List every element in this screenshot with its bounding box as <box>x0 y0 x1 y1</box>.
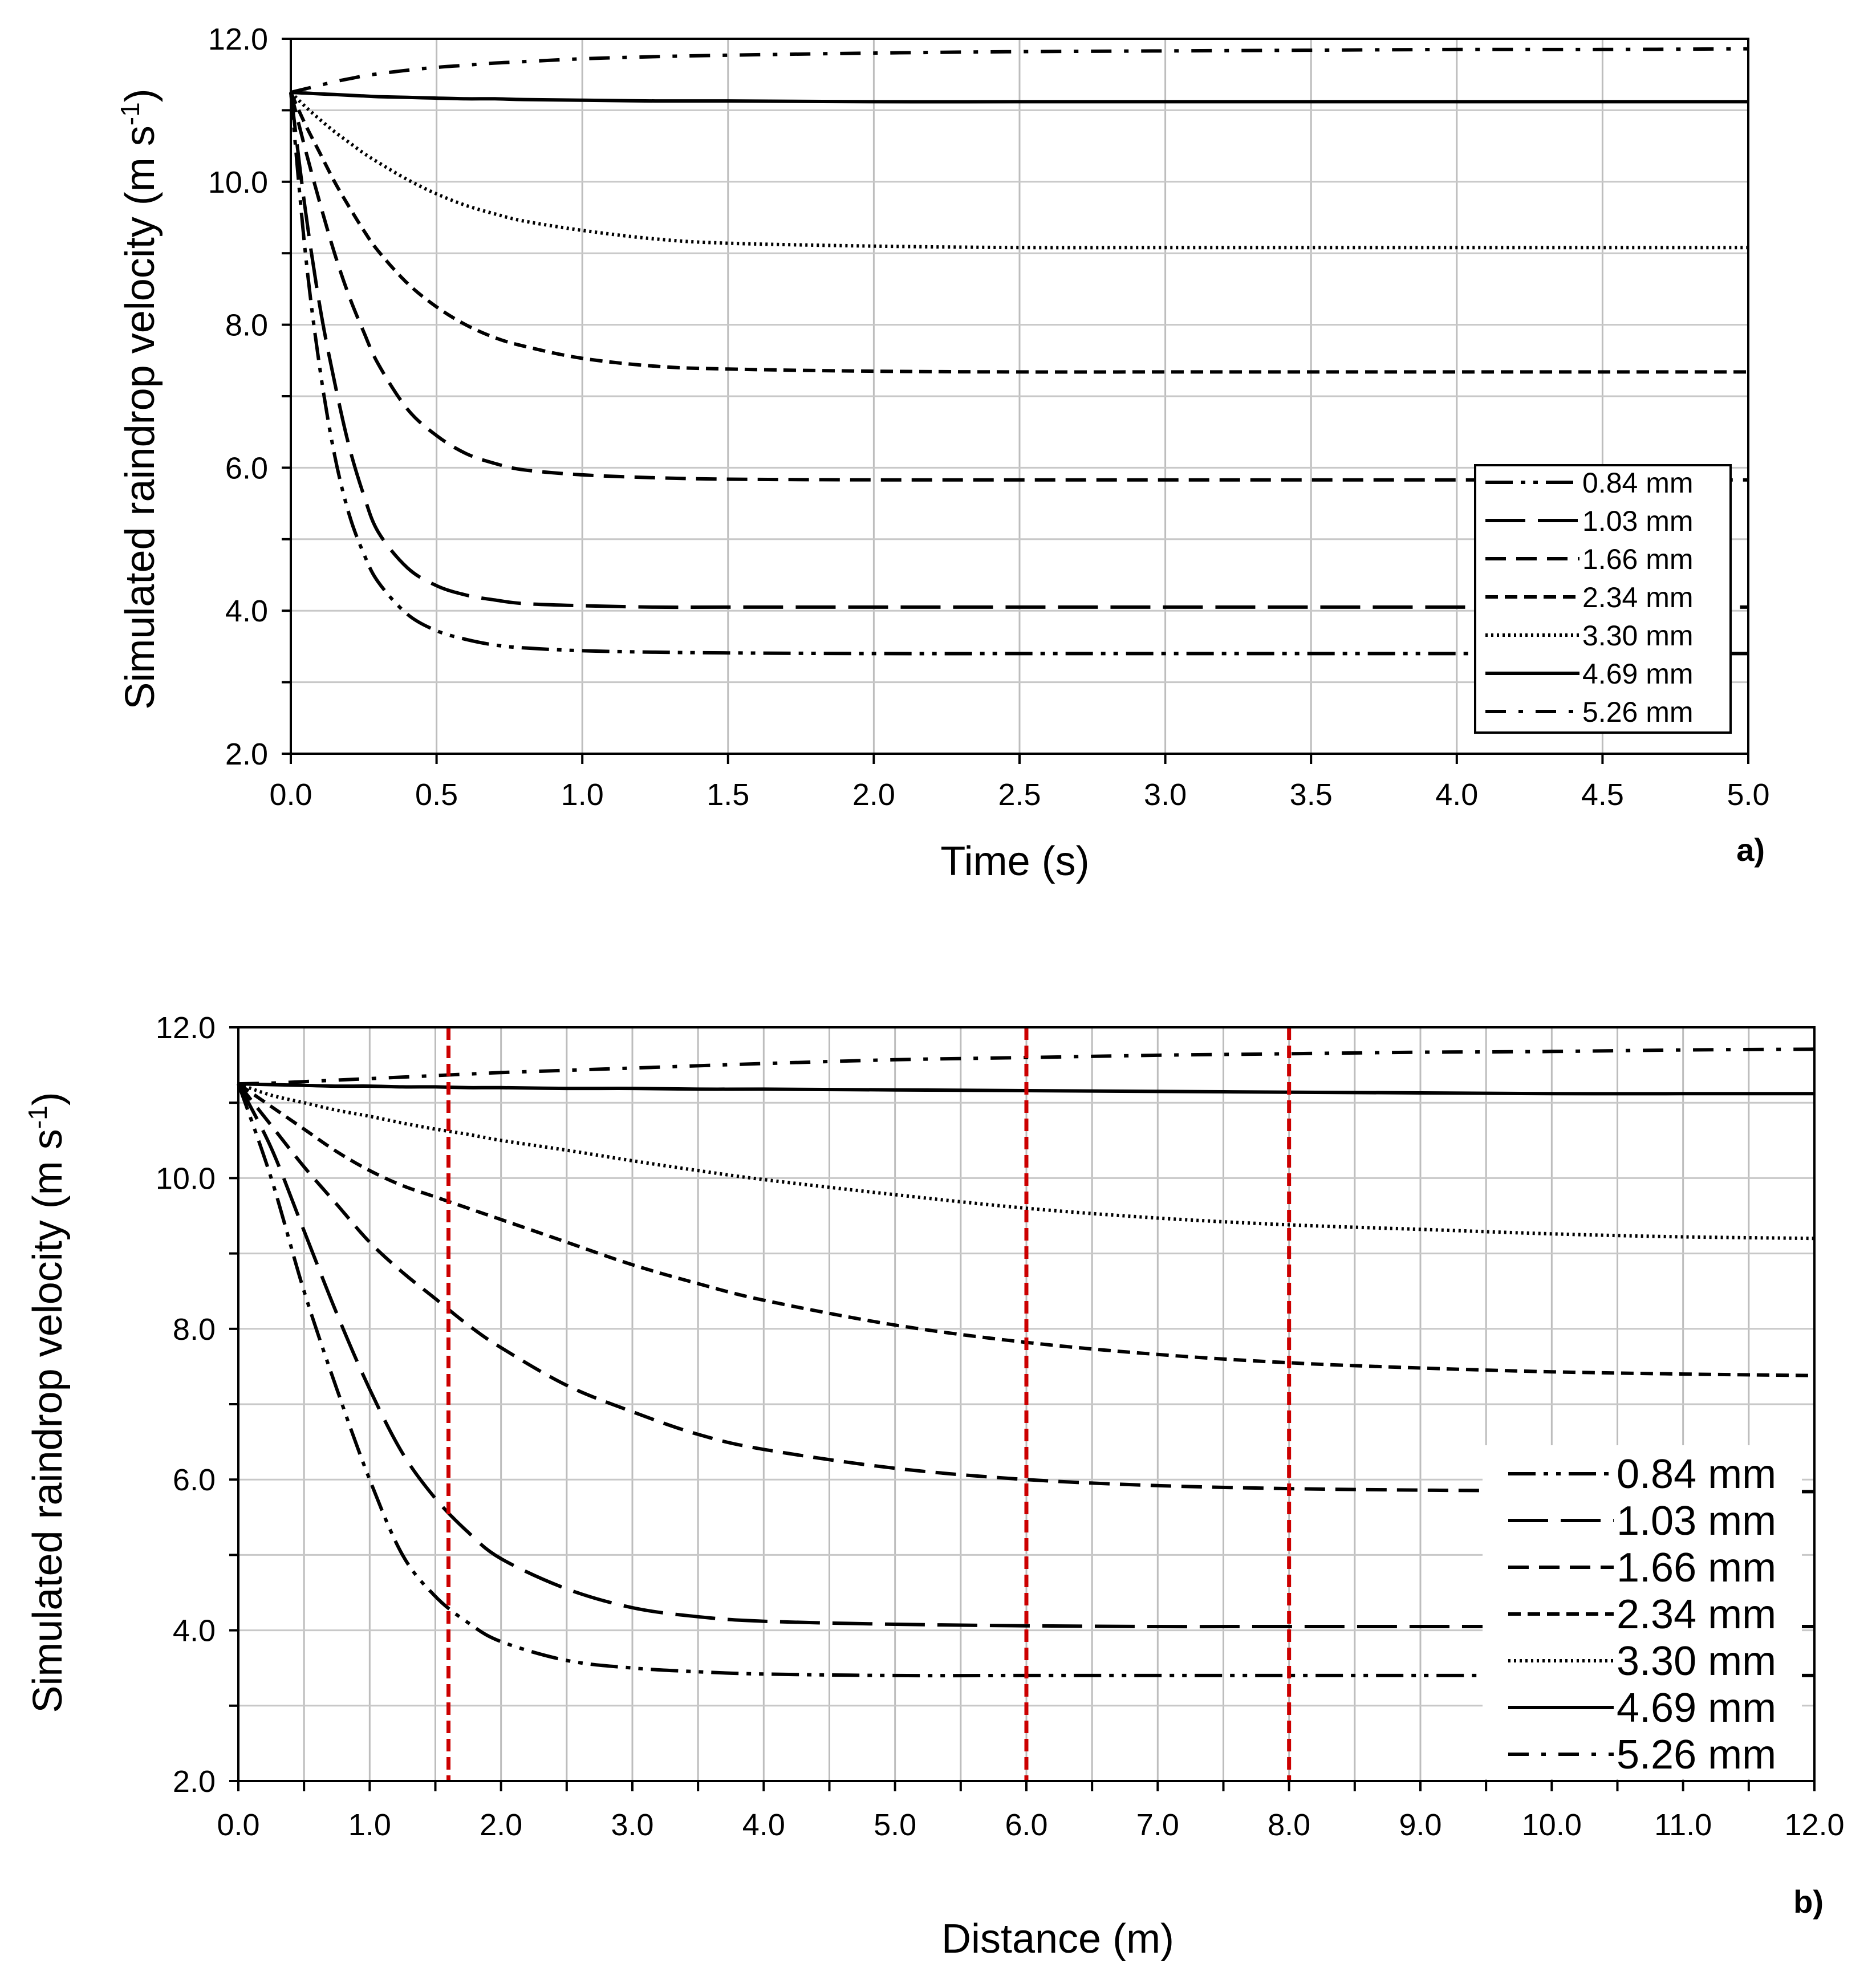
chart-b-y-tick-label: 4.0 <box>173 1614 216 1648</box>
chart-a-x-tick-label: 0.5 <box>415 778 458 812</box>
chart-a-legend-label: 0.84 mm <box>1582 467 1694 499</box>
chart-a-legend-box <box>1474 464 1732 734</box>
chart-b-x-tick-label: 4.0 <box>742 1808 785 1842</box>
chart-a-series-0-84-mm-line <box>289 92 1748 656</box>
chart-a-x-tick-label: 4.5 <box>1581 778 1624 812</box>
chart-a-x-tick-label: 3.5 <box>1290 778 1333 812</box>
chart-a-legend-label: 3.30 mm <box>1582 620 1694 652</box>
chart-b-series-1-03-mm-line <box>237 1083 1814 1629</box>
chart-a-series-4-69-mm-line <box>290 91 1748 104</box>
chart-a-y-tick-label: 8.0 <box>225 308 268 343</box>
chart-a-x-axis-label: Time (s) <box>940 839 1089 884</box>
chart-a-x-tick-labels: 0.0 0.5 1.0 1.5 2.0 2.5 3.0 3.5 4.0 4.5 5.0 <box>269 778 1769 812</box>
chart-a: 0.0 0.5 1.0 1.5 2.0 2.5 3.0 3.5 4.0 4.5 5.0 2.0 4.0… <box>115 22 1770 884</box>
chart-a-y-tick-label: 10.0 <box>208 165 268 200</box>
chart-b-x-tick-label: 7.0 <box>1136 1808 1179 1842</box>
chart-a-x-tick-label: 4.0 <box>1435 778 1478 812</box>
chart-a-legend-label: 2.34 mm <box>1582 582 1694 613</box>
chart-a-y-axis-label: Simulated raindrop velocity (m s-1) <box>115 88 163 709</box>
chart-b-y-axis-label-end: ) <box>25 1092 71 1105</box>
chart-b-series-2-34-mm-line <box>237 1082 1815 1377</box>
chart-b-x-tick-label: 9.0 <box>1399 1808 1441 1842</box>
chart-b-ticks <box>229 1026 1816 1791</box>
chart-a-legend-items: 0.84 mm 1.03 mm 1.66 mm 2.34 mm 3.30 mm 4.69 … <box>1485 467 1694 728</box>
chart-a-y-tick-label: 2.0 <box>225 737 268 771</box>
chart-a-x-tick-label: 1.0 <box>561 778 604 812</box>
chart-a-x-tick-label: 5.0 <box>1727 778 1769 812</box>
chart-a-y-axis-label-end: ) <box>117 88 163 102</box>
chart-b-legend-label: 0.84 mm <box>1617 1452 1776 1497</box>
chart-a-y-tick-label: 12.0 <box>208 22 268 56</box>
chart-a-x-tick-label: 1.5 <box>706 778 749 812</box>
chart-a-legend-label: 4.69 mm <box>1582 658 1694 690</box>
chart-b-legend-label: 2.34 mm <box>1617 1592 1776 1637</box>
chart-a-legend: 0.84 mm 1.03 mm 1.66 mm 2.34 mm 3.30 mm 4.69 … <box>1474 464 1732 734</box>
chart-b-x-tick-label: 11.0 <box>1654 1808 1712 1842</box>
chart-b-y-tick-label: 6.0 <box>173 1463 216 1497</box>
chart-a-x-tick-label: 0.0 <box>269 778 312 812</box>
chart-b-legend-label: 1.66 mm <box>1617 1545 1776 1591</box>
chart-b-legend: 0.84 mm1.03 mm1.66 mm2.34 mm3.30 mm4.69 … <box>1483 1445 1802 1779</box>
chart-b-legend-label: 3.30 mm <box>1617 1639 1776 1684</box>
chart-b-legend-label: 1.03 mm <box>1617 1498 1776 1544</box>
chart-b-panel-label: b) <box>1793 1884 1824 1920</box>
chart-a-panel-label: a) <box>1736 832 1765 868</box>
chart-b-y-tick-label: 8.0 <box>173 1312 216 1347</box>
chart-b: 0.0 1.0 2.0 3.0 4.0 5.0 6.0 7.0 8.0 9.0 10.0 11.0 12… <box>23 1011 1845 1962</box>
chart-a-series-5-26-mm-line <box>290 47 1749 94</box>
chart-b-series-5-26-mm-line <box>238 1047 1815 1086</box>
chart-b-x-tick-label: 5.0 <box>874 1808 916 1842</box>
chart-a-legend-label: 1.66 mm <box>1582 543 1694 575</box>
chart-b-x-tick-label: 1.0 <box>348 1808 391 1842</box>
chart-b-x-tick-label: 10.0 <box>1522 1808 1582 1842</box>
chart-a-y-axis-label-main: Simulated raindrop velocity (m s <box>117 125 163 709</box>
chart-b-legend-items: 0.84 mm1.03 mm1.66 mm2.34 mm3.30 mm4.69 … <box>1508 1452 1776 1778</box>
chart-b-x-tick-label: 0.0 <box>217 1808 259 1842</box>
chart-b-y-tick-label: 12.0 <box>156 1011 216 1045</box>
chart-b-x-tick-label: 8.0 <box>1268 1808 1310 1842</box>
chart-b-y-axis-label-main: Simulated raindrop velocity (m s <box>25 1129 71 1713</box>
chart-a-y-axis-label-sup: -1 <box>115 102 145 125</box>
chart-b-y-tick-label: 10.0 <box>156 1161 216 1196</box>
chart-a-x-tick-label: 2.0 <box>852 778 895 812</box>
chart-b-y-axis-label: Simulated raindrop velocity (m s-1) <box>23 1092 71 1713</box>
chart-a-series-1-66-mm-line <box>289 92 1748 482</box>
chart-b-x-tick-label: 6.0 <box>1005 1808 1047 1842</box>
chart-a-ticks <box>282 38 1749 764</box>
chart-a-y-tick-labels: 2.0 4.0 6.0 8.0 10.0 12.0 <box>208 22 268 771</box>
chart-a-y-tick-label: 4.0 <box>225 594 268 628</box>
chart-b-legend-bg <box>1483 1445 1802 1779</box>
chart-a-series-lines <box>289 47 1749 656</box>
chart-b-x-tick-labels: 0.0 1.0 2.0 3.0 4.0 5.0 6.0 7.0 8.0 9.0 10.0 11.0 12… <box>217 1808 1844 1842</box>
chart-b-x-tick-label: 12.0 <box>1784 1808 1844 1842</box>
chart-b-x-tick-label: 2.0 <box>480 1808 522 1842</box>
chart-a-x-tick-label: 3.0 <box>1144 778 1187 812</box>
chart-a-series-2-34-mm-line <box>289 91 1748 374</box>
chart-a-series-3-30-mm-line <box>289 91 1748 250</box>
chart-b-reference-lines <box>446 1027 1292 1781</box>
chart-b-series-1-66-mm-line <box>237 1083 1815 1494</box>
chart-b-y-axis-label-sup: -1 <box>23 1105 52 1129</box>
chart-a-series-1-03-mm-line <box>289 92 1748 609</box>
chart-b-legend-label: 4.69 mm <box>1617 1685 1776 1731</box>
chart-b-y-tick-labels: 2.0 4.0 6.0 8.0 10.0 12.0 <box>156 1011 216 1799</box>
chart-b-series-lines <box>237 1047 1815 1678</box>
chart-a-y-tick-label: 6.0 <box>225 451 268 485</box>
chart-a-legend-label: 1.03 mm <box>1582 505 1694 537</box>
chart-a-x-tick-label: 2.5 <box>998 778 1041 812</box>
chart-b-x-axis-label: Distance (m) <box>941 1916 1174 1962</box>
chart-a-legend-label: 5.26 mm <box>1582 696 1694 728</box>
chart-b-x-tick-label: 3.0 <box>611 1808 653 1842</box>
chart-b-y-tick-label: 2.0 <box>173 1765 216 1799</box>
chart-b-series-4-69-mm-line <box>238 1082 1814 1096</box>
chart-b-series-3-30-mm-line <box>237 1082 1815 1241</box>
chart-b-legend-label: 5.26 mm <box>1617 1732 1776 1778</box>
